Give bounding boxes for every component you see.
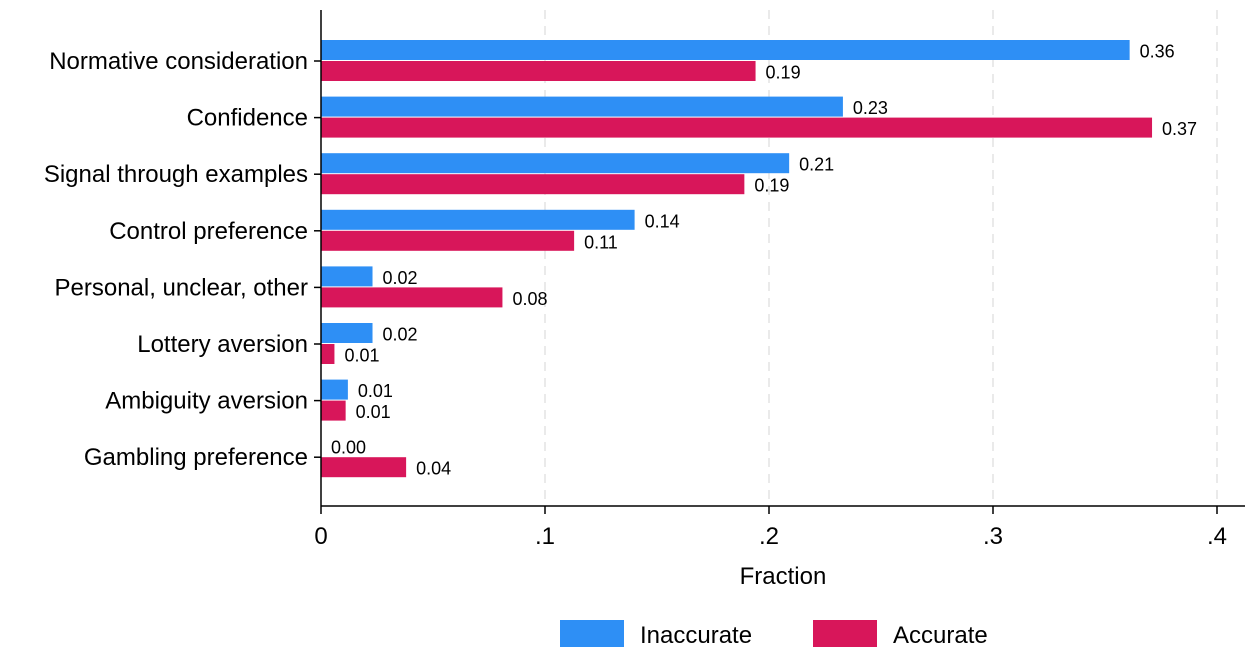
bar-inaccurate <box>321 96 843 117</box>
legend-swatch-inaccurate <box>560 620 624 647</box>
value-label: 0.19 <box>754 176 789 196</box>
category-label: Signal through examples <box>44 161 308 188</box>
value-label: 0.21 <box>799 155 834 175</box>
bars <box>321 40 1153 478</box>
value-label: 0.02 <box>383 268 418 288</box>
value-label: 0.01 <box>344 346 379 366</box>
value-label: 0.23 <box>853 98 888 118</box>
x-tick-label: .1 <box>535 523 555 550</box>
value-label: 0.37 <box>1162 119 1197 139</box>
x-tick-label: .2 <box>759 523 779 550</box>
legend-swatch-accurate <box>813 620 877 647</box>
value-label: 0.02 <box>383 325 418 345</box>
legend-label-accurate: Accurate <box>893 622 988 649</box>
value-label: 0.00 <box>331 438 366 458</box>
bar-accurate <box>321 287 503 308</box>
axes: Normative consideration Confidence Signal … <box>44 10 1245 550</box>
value-labels: 0.36 0.19 0.23 0.37 0.21 0.19 0.14 0.11 0.02 0.08… <box>331 42 1197 479</box>
value-label: 0.04 <box>416 459 451 479</box>
bar-inaccurate <box>321 209 635 230</box>
category-label: Normative consideration <box>49 48 308 75</box>
value-label: 0.11 <box>584 232 618 252</box>
category-label: Ambiguity aversion <box>105 388 308 415</box>
bar-inaccurate <box>321 379 348 400</box>
bar-accurate <box>321 174 745 195</box>
bar-accurate <box>321 344 335 364</box>
category-label: Personal, unclear, other <box>55 274 309 301</box>
bar-inaccurate <box>321 153 790 174</box>
x-tick-label: .3 <box>983 523 1003 550</box>
category-label: Gambling preference <box>84 444 308 471</box>
bar-accurate <box>321 61 756 81</box>
value-label: 0.01 <box>356 402 391 422</box>
bar-accurate <box>321 230 575 251</box>
bar-inaccurate <box>321 323 373 343</box>
bar-accurate <box>321 400 346 421</box>
x-axis-title: Fraction <box>740 563 827 590</box>
category-label: Lottery aversion <box>137 331 308 358</box>
x-tick-label: .4 <box>1207 523 1227 550</box>
x-tick-label: 0 <box>314 523 327 550</box>
gridlines <box>544 10 1218 506</box>
value-label: 0.01 <box>358 381 393 401</box>
legend: Inaccurate Accurate <box>560 620 988 649</box>
value-label: 0.36 <box>1140 42 1175 62</box>
value-label: 0.14 <box>645 211 680 231</box>
bar-inaccurate <box>321 266 373 287</box>
category-label: Control preference <box>109 218 308 245</box>
bar-inaccurate <box>321 40 1130 60</box>
category-label: Confidence <box>187 105 308 132</box>
bar-accurate <box>321 457 407 478</box>
bar-accurate <box>321 117 1153 138</box>
value-label: 0.19 <box>766 63 801 83</box>
value-label: 0.08 <box>512 289 547 309</box>
legend-label-inaccurate: Inaccurate <box>640 622 752 649</box>
